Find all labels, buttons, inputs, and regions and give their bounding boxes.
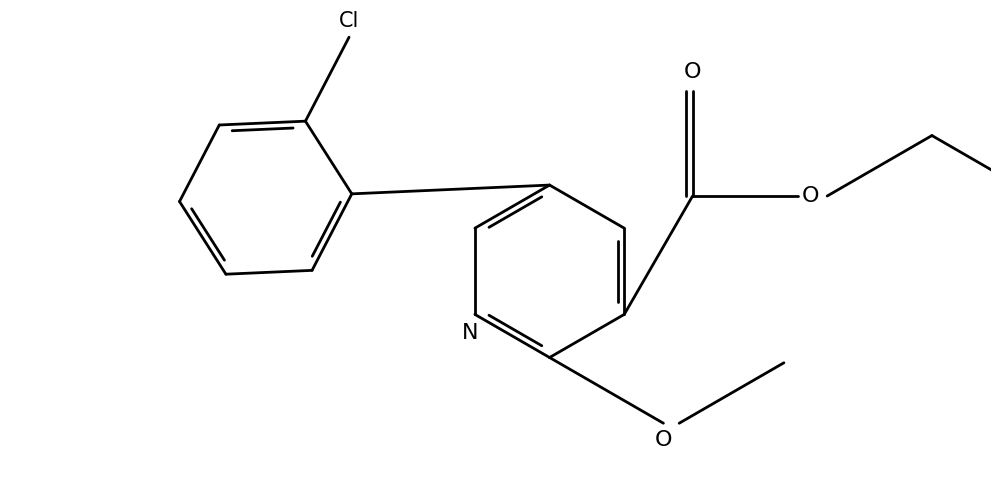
Text: O: O [684,62,702,82]
Text: N: N [461,323,478,343]
Text: O: O [802,186,819,206]
Text: O: O [655,430,672,449]
Text: Cl: Cl [339,11,359,31]
